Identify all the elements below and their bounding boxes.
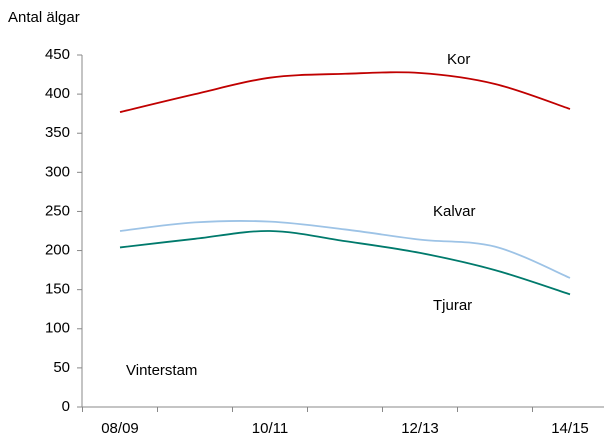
- x-tick-label: 10/11: [252, 420, 288, 437]
- series-line: [119, 220, 571, 279]
- y-tick-label: 50: [53, 359, 70, 376]
- y-axis-label: Antal älgar: [8, 9, 80, 26]
- y-tick-label: 300: [45, 163, 70, 180]
- y-tick-label: 100: [45, 320, 70, 337]
- y-tick-label: 400: [45, 85, 70, 102]
- y-tick-label: 450: [45, 46, 70, 63]
- x-tick-label: 12/13: [401, 420, 439, 437]
- x-tick-label: 14/15: [551, 420, 589, 437]
- y-tick-label: 200: [45, 242, 70, 259]
- series-label: Kalvar: [433, 203, 476, 220]
- y-tick-label: 350: [45, 124, 70, 141]
- series-label: Kor: [447, 51, 470, 68]
- y-tick-label: 250: [45, 202, 70, 219]
- y-tick-label: 0: [62, 398, 70, 415]
- series-line: [119, 71, 571, 113]
- y-tick-label: 150: [45, 281, 70, 298]
- series-label: Tjurar: [433, 297, 472, 314]
- series-line: [119, 230, 571, 296]
- annotation: Vinterstam: [126, 362, 197, 379]
- x-tick-label: 08/09: [101, 420, 139, 437]
